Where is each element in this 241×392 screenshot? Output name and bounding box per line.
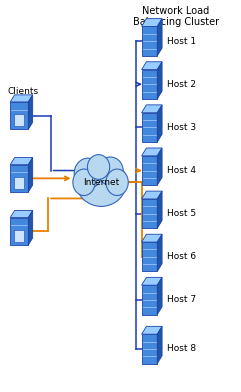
Polygon shape [157,326,162,364]
Text: Host 4: Host 4 [167,166,196,175]
Polygon shape [28,211,33,245]
Polygon shape [157,62,162,99]
Polygon shape [10,165,28,192]
Polygon shape [10,218,28,245]
Polygon shape [142,62,162,70]
Polygon shape [142,191,162,199]
Polygon shape [157,278,162,314]
Ellipse shape [87,154,110,180]
Polygon shape [142,105,162,113]
Polygon shape [14,114,24,126]
Polygon shape [10,102,28,129]
Polygon shape [142,334,157,364]
Ellipse shape [73,169,95,196]
Text: Network Load
Balancing Cluster: Network Load Balancing Cluster [133,6,219,27]
Polygon shape [142,113,157,142]
Ellipse shape [98,157,123,185]
Polygon shape [28,158,33,192]
Polygon shape [157,234,162,272]
Polygon shape [142,285,157,314]
Polygon shape [142,234,162,242]
Text: Internet: Internet [83,178,119,187]
Polygon shape [28,95,33,129]
Text: Host 8: Host 8 [167,345,197,353]
Polygon shape [142,156,157,185]
Ellipse shape [106,169,128,196]
Polygon shape [142,70,157,99]
Text: Host 2: Host 2 [167,80,196,89]
Polygon shape [10,158,33,165]
Ellipse shape [76,158,126,206]
Polygon shape [157,105,162,142]
Polygon shape [157,19,162,56]
Polygon shape [142,326,162,334]
Polygon shape [14,176,24,189]
Polygon shape [142,27,157,56]
Polygon shape [142,278,162,285]
Polygon shape [10,211,33,218]
Text: Host 6: Host 6 [167,252,197,261]
Text: Clients: Clients [7,87,38,96]
Polygon shape [142,242,157,272]
Polygon shape [10,95,33,102]
Text: Host 1: Host 1 [167,37,197,45]
Polygon shape [142,199,157,228]
Text: Host 3: Host 3 [167,123,197,132]
Ellipse shape [74,158,102,189]
Text: Host 7: Host 7 [167,296,197,304]
Polygon shape [157,191,162,228]
Polygon shape [142,148,162,156]
Polygon shape [157,148,162,185]
Text: Host 5: Host 5 [167,209,197,218]
Polygon shape [14,230,24,242]
Polygon shape [142,19,162,27]
